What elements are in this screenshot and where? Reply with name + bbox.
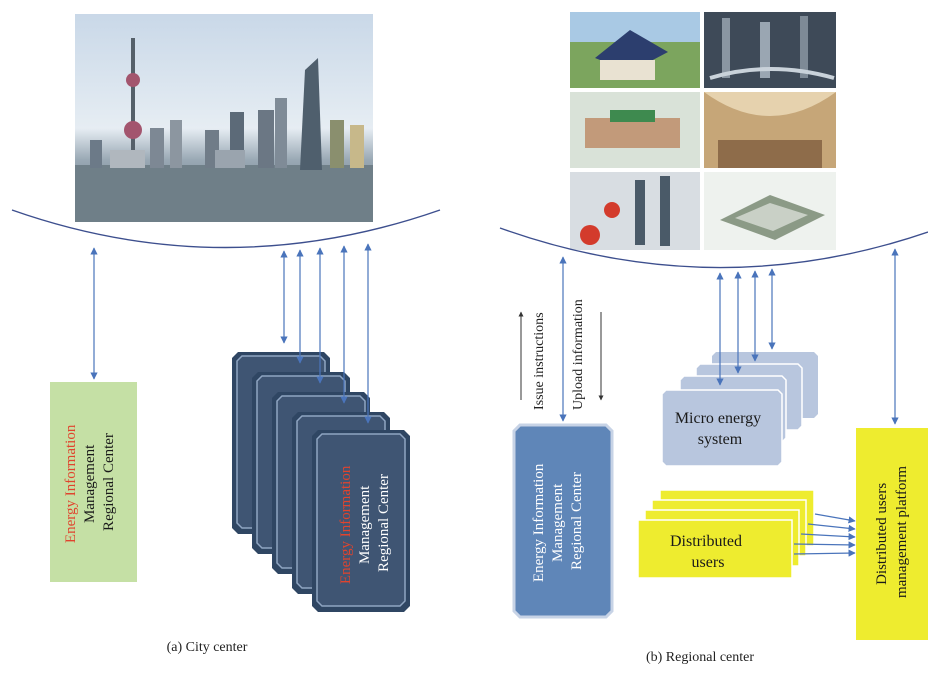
solar-house-image <box>570 12 700 88</box>
regional-center-label: Energy Information Management Regional C… <box>531 460 585 582</box>
industrial-plant-image <box>704 12 836 88</box>
regional-center-box <box>512 423 614 619</box>
single-center-box <box>50 382 137 582</box>
caption-b: (b) Regional center <box>646 650 754 665</box>
distributed-users-stack <box>637 489 815 579</box>
aerial-facility-image <box>704 172 836 250</box>
arrows-users-to-platform <box>793 513 856 557</box>
caption-a: (a) City center <box>167 640 248 655</box>
stack-front-label: Energy Information Management Regional C… <box>338 462 392 584</box>
panel-regional-center: Issue instructions Upload information En… <box>499 12 928 665</box>
issue-label: Issue instructions <box>532 312 547 410</box>
micro-energy-label: Micro energy system <box>675 410 765 448</box>
campus-image <box>570 92 700 168</box>
arrows-to-micro <box>716 268 776 386</box>
distributed-users-label: Distributed users <box>670 533 746 571</box>
city-arc <box>11 209 441 249</box>
platform-label: Distributed users management platform <box>874 466 910 598</box>
mall-interior-image <box>704 92 836 168</box>
micro-energy-stack <box>661 352 818 467</box>
platform-box <box>856 428 928 640</box>
single-center-label: Energy Information Management Regional C… <box>63 421 117 543</box>
charging-station-image <box>570 172 700 250</box>
regional-arc <box>499 227 928 269</box>
panel-city-center: Energy Information Management Regional C… <box>11 14 441 655</box>
city-skyline-image <box>75 14 373 222</box>
center-stack <box>232 352 410 612</box>
facility-images-grid <box>570 12 836 250</box>
arrows-to-stack <box>280 243 372 424</box>
upload-label: Upload information <box>571 299 586 410</box>
